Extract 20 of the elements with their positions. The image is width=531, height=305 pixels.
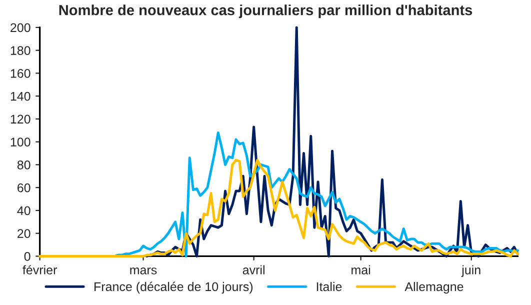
x-tick-label: juin: [461, 265, 480, 277]
x-tick-label: mars: [130, 268, 157, 274]
y-tick-label: 180: [10, 46, 30, 55]
y-tick-label: 100: [10, 138, 30, 146]
y-tick-label: 20: [18, 229, 30, 238]
y-tick-label: 40: [17, 206, 30, 216]
x-tick-label: février: [22, 265, 57, 274]
legend-label: Allemagne: [404, 282, 464, 294]
legend-label: Italie: [316, 282, 342, 292]
y-tick-label: 120: [10, 114, 30, 124]
y-tick-label: 60: [18, 183, 30, 192]
y-tick-label: 200: [10, 23, 30, 32]
x-tick-label: avril: [242, 265, 264, 274]
y-tick-label: 0: [24, 252, 30, 261]
x-tick-label: mai: [352, 265, 370, 274]
y-tick-label: 160: [10, 69, 30, 78]
legend-label: France (décalée de 10 jours): [94, 282, 253, 294]
y-tick-label: 140: [10, 92, 30, 101]
chart-title: Nombre de nouveaux cas journaliers par million d'habitants: [59, 4, 472, 18]
y-tick-label: 80: [17, 160, 30, 170]
